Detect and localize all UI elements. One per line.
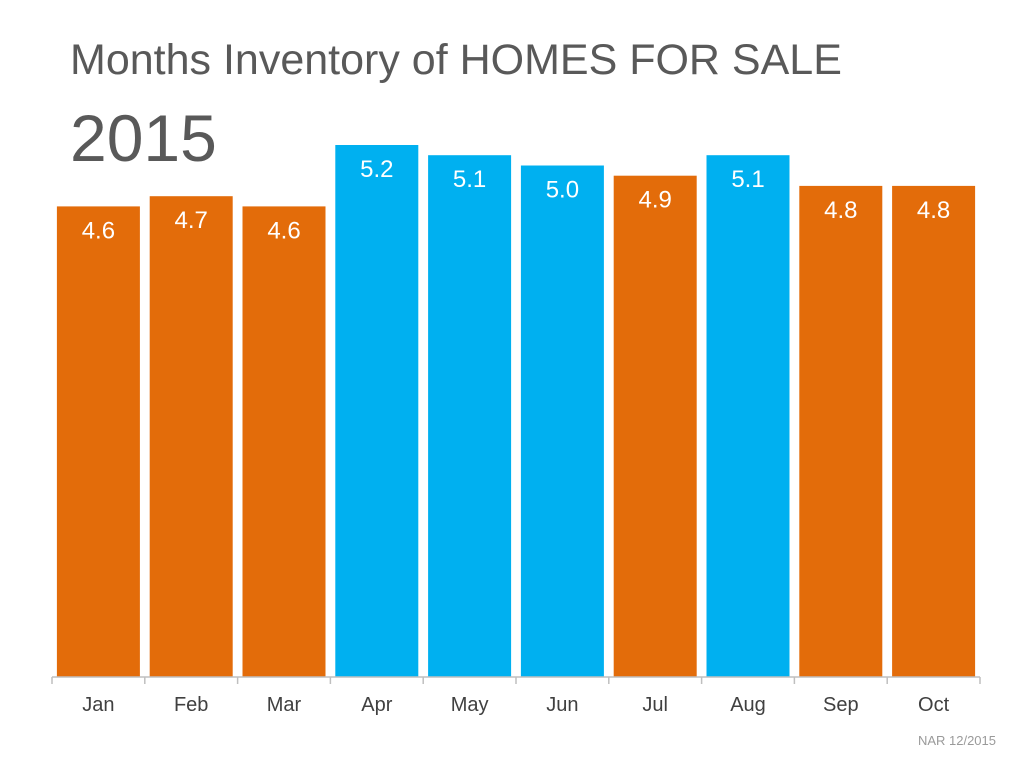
bar-mar: [242, 206, 326, 677]
x-tick-label-apr: Apr: [361, 694, 392, 716]
source-note: NAR 12/2015: [917, 733, 996, 748]
data-label-apr: 5.2: [360, 156, 393, 183]
data-label-may: 5.1: [453, 166, 486, 193]
x-axis: [51, 676, 981, 684]
bar-feb: [149, 196, 233, 677]
bar-may: [428, 155, 512, 677]
x-tick-label-feb: Feb: [174, 694, 208, 716]
x-tick-label-sep: Sep: [823, 694, 859, 716]
data-label-mar: 4.6: [267, 217, 300, 244]
bar-apr: [335, 145, 419, 677]
x-tick-label-mar: Mar: [267, 694, 302, 716]
x-tick-label-jan: Jan: [82, 694, 114, 716]
data-label-sep: 4.8: [824, 197, 857, 224]
chart-title: Months Inventory of HOMES FOR SALE: [70, 36, 842, 84]
data-label-oct: 4.8: [917, 197, 950, 224]
data-label-aug: 5.1: [731, 166, 764, 193]
bar-oct: [892, 185, 976, 677]
x-tick-labels-group: Jan Feb Mar Apr May Jun Jul Aug Sep Oct: [82, 694, 949, 716]
x-tick-label-jul: Jul: [642, 694, 668, 716]
bar-labels-group: 4.6 4.7 4.6 5.2 5.1 5.0 4.9 5.1 4.8 4.8: [82, 156, 951, 244]
bars-group: [56, 145, 976, 677]
bar-aug: [706, 155, 790, 677]
x-tick-label-may: May: [451, 694, 489, 716]
data-label-jul: 4.9: [639, 187, 672, 214]
data-label-jan: 4.6: [82, 217, 115, 244]
data-label-jun: 5.0: [546, 177, 579, 204]
x-tick-label-jun: Jun: [546, 694, 578, 716]
data-label-feb: 4.7: [175, 207, 208, 234]
bar-jul: [613, 175, 697, 677]
x-tick-label-aug: Aug: [730, 694, 766, 716]
bar-jun: [520, 165, 604, 677]
x-tick-label-oct: Oct: [918, 694, 950, 716]
chart-subtitle: 2015: [70, 101, 217, 175]
bar-sep: [799, 185, 883, 677]
bar-jan: [56, 206, 140, 677]
